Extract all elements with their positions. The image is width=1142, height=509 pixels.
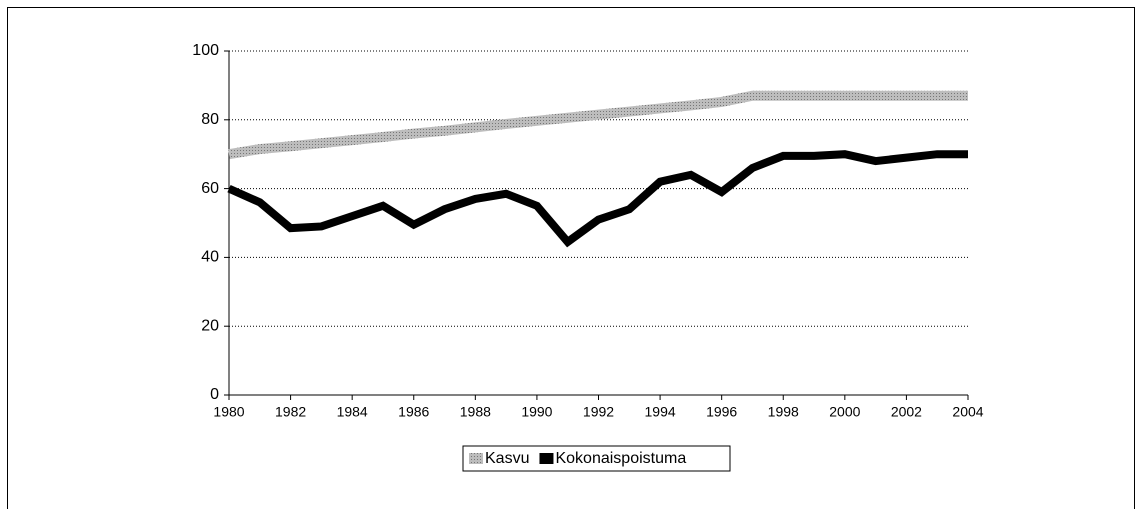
x-tick-label: 1996 bbox=[706, 404, 737, 420]
y-tick-label: 80 bbox=[201, 111, 219, 128]
y-tick-label: 40 bbox=[201, 249, 219, 266]
x-tick-label: 1984 bbox=[337, 404, 368, 420]
x-tick-label: 1980 bbox=[213, 404, 244, 420]
line-series bbox=[227, 150, 968, 248]
legend-label: Kasvu bbox=[485, 450, 529, 467]
x-tick-label: 1998 bbox=[768, 404, 799, 420]
chart-border bbox=[7, 7, 1135, 509]
x-tick-label: 2004 bbox=[952, 404, 983, 420]
y-tick-label: 100 bbox=[192, 42, 219, 59]
y-tick-label: 20 bbox=[201, 317, 219, 334]
legend-swatch bbox=[469, 453, 483, 464]
x-tick-label: 1990 bbox=[521, 404, 552, 420]
x-tick-label: 1986 bbox=[398, 404, 429, 420]
x-tick-label: 1992 bbox=[583, 404, 614, 420]
x-tick-label: 2002 bbox=[891, 404, 922, 420]
y-tick-label: 60 bbox=[201, 180, 219, 197]
legend-swatch bbox=[539, 453, 554, 464]
x-tick-label: 2000 bbox=[829, 404, 860, 420]
x-tick-label: 1988 bbox=[460, 404, 491, 420]
x-tick-label: 1994 bbox=[645, 404, 676, 420]
x-tick-label: 1982 bbox=[275, 404, 306, 420]
legend-box bbox=[462, 445, 731, 472]
y-tick-label: 0 bbox=[210, 386, 219, 403]
line-series bbox=[228, 90, 968, 160]
legend-label: Kokonaispoistuma bbox=[555, 450, 686, 467]
